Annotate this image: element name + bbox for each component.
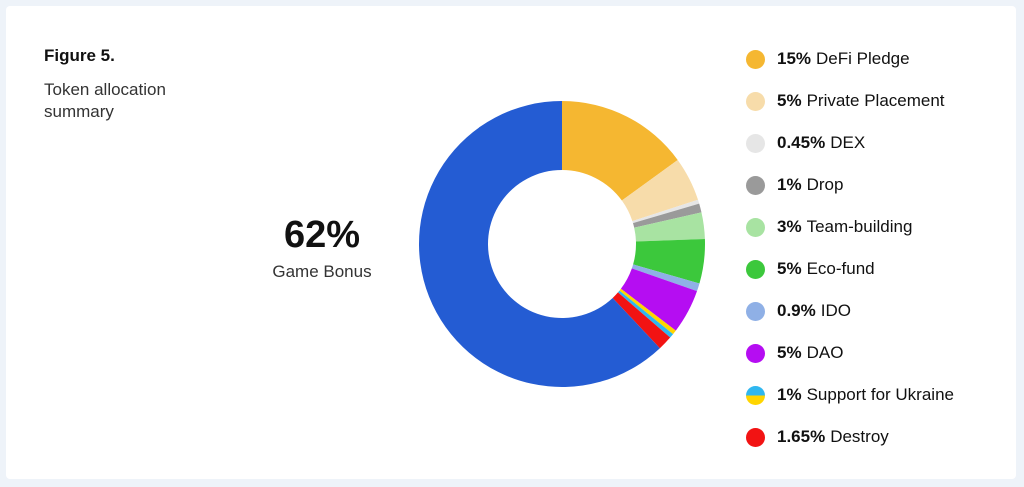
legend-percentage: 5%: [777, 259, 802, 278]
legend-percentage: 15%: [777, 49, 812, 68]
donut-slice-3: [632, 203, 702, 228]
legend-item: 0.9% IDO: [746, 290, 954, 332]
legend-item: 1% Drop: [746, 164, 954, 206]
legend-item: 1% Support for Ukraine: [746, 374, 954, 416]
donut-slice-5: [633, 239, 705, 284]
donut-slice-10: [612, 292, 671, 349]
legend-item: 5% DAO: [746, 332, 954, 374]
chart-legend: 15% DeFi Pledge 5% Private Placement 0.45% DE…: [746, 38, 954, 458]
donut-slice-6: [631, 264, 700, 292]
donut-slice-4: [634, 212, 705, 242]
donut-slice-11: [419, 101, 660, 387]
legend-percentage: 5%: [777, 91, 802, 110]
legend-percentage: 0.9%: [777, 301, 816, 320]
legend-item: 5% Private Placement: [746, 80, 954, 122]
legend-item: 15% DeFi Pledge: [746, 38, 954, 80]
center-percentage: 62%: [283, 214, 361, 256]
legend-swatch-icon: [746, 259, 765, 279]
legend-label: DAO: [806, 343, 844, 362]
donut-slice-2: [632, 199, 700, 224]
legend-swatch-icon: [746, 343, 765, 363]
legend-label: Destroy: [830, 427, 889, 446]
donut-chart: [419, 101, 705, 387]
legend-swatch-icon: [746, 217, 765, 237]
legend-item: 3% Team-building: [746, 206, 954, 248]
donut-slice-1: [621, 159, 699, 222]
legend-label: Drop: [806, 175, 844, 194]
legend-percentage: 1%: [777, 175, 802, 194]
chart-card: Figure 5. Token allocation summary 62% G…: [6, 6, 1016, 479]
legend-percentage: 1%: [777, 385, 802, 404]
legend-swatch-icon: [746, 175, 765, 195]
legend-percentage: 5%: [777, 343, 802, 362]
figure-title: Figure 5.: [44, 46, 115, 65]
legend-label: Team-building: [806, 217, 913, 236]
donut-slice-8: [619, 288, 676, 335]
legend-percentage: 0.45%: [777, 133, 826, 152]
legend-swatch-icon: [746, 385, 765, 405]
center-label: Game Bonus: [272, 262, 372, 281]
legend-swatch-icon: [746, 301, 765, 321]
figure-subtitle: Token allocation summary: [44, 80, 166, 121]
legend-label: DeFi Pledge: [816, 49, 910, 68]
legend-item: 5% Eco-fund: [746, 248, 954, 290]
legend-label: Support for Ukraine: [806, 385, 954, 404]
legend-label: Private Placement: [806, 91, 945, 110]
donut-slice-7: [620, 268, 697, 331]
donut-slice-9: [617, 290, 674, 338]
legend-label: DEX: [830, 133, 866, 152]
legend-item: 1.65% Destroy: [746, 416, 954, 458]
donut-slice-0: [562, 101, 678, 201]
legend-percentage: 1.65%: [777, 427, 826, 446]
legend-swatch-icon: [746, 427, 765, 447]
legend-label: Eco-fund: [806, 259, 875, 278]
legend-label: IDO: [820, 301, 851, 320]
legend-swatch-icon: [746, 91, 765, 111]
legend-swatch-icon: [746, 49, 765, 69]
legend-swatch-icon: [746, 133, 765, 153]
legend-item: 0.45% DEX: [746, 122, 954, 164]
legend-percentage: 3%: [777, 217, 802, 236]
